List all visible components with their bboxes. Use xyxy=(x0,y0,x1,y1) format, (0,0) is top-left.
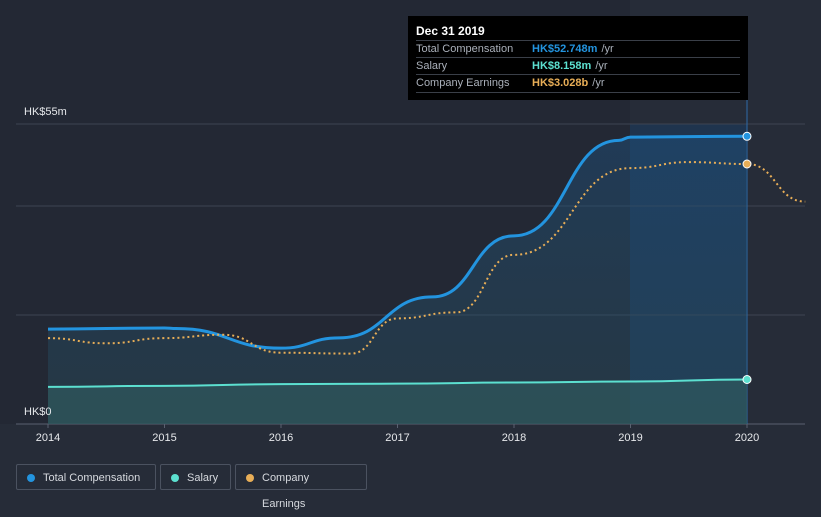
legend-label: Company Earnings xyxy=(262,472,310,510)
total-compensation-area xyxy=(48,136,747,424)
company-earnings-line xyxy=(47,161,806,355)
tooltip-value: HK$8.158m xyxy=(532,60,592,72)
salary-point xyxy=(742,375,752,385)
tooltip-label: Total Compensation xyxy=(416,43,514,55)
x-tick-label: 2014 xyxy=(36,432,60,444)
y-label-bottom: HK$0 xyxy=(24,406,52,418)
x-tick-label: 2020 xyxy=(735,432,759,444)
tooltip-value: HK$52.748m xyxy=(532,43,598,55)
legend-label: Total Compensation xyxy=(43,472,141,484)
tooltip-value: HK$3.028b xyxy=(532,77,589,89)
salary-line xyxy=(47,378,748,388)
tooltip-date: Dec 31 2019 xyxy=(416,24,485,38)
tooltip-row-earnings: Company Earnings HK$3.028b/yr xyxy=(416,74,740,93)
x-tick-label: 2015 xyxy=(152,432,176,444)
legend-salary[interactable]: Salary xyxy=(160,464,231,490)
legend-label: Salary xyxy=(187,472,219,484)
tooltip-unit: /yr xyxy=(592,77,605,89)
tooltip-label: Salary xyxy=(416,60,448,72)
tooltip-label: Company Earnings xyxy=(416,77,510,89)
x-tick-label: 2017 xyxy=(385,432,409,444)
total-compensation-line xyxy=(47,134,748,350)
y-label-top: HK$55m xyxy=(24,106,67,118)
salary-area xyxy=(48,379,747,424)
x-tick-label: 2018 xyxy=(502,432,526,444)
dot-icon xyxy=(246,474,254,482)
company-earnings-point xyxy=(742,159,752,169)
tooltip-unit: /yr xyxy=(601,43,614,55)
tooltip-row-total: Total Compensation HK$52.748m/yr xyxy=(416,40,740,58)
tooltip-row-salary: Salary HK$8.158m/yr xyxy=(416,57,740,75)
dot-icon xyxy=(171,474,179,482)
tooltip: Dec 31 2019 Total Compensation HK$52.748m… xyxy=(408,16,748,100)
legend-company-earnings[interactable]: Company Earnings xyxy=(235,464,367,510)
tooltip-unit: /yr xyxy=(595,60,608,72)
total-compensation-point xyxy=(742,131,752,141)
legend-total-compensation[interactable]: Total Compensation xyxy=(16,464,156,490)
x-tick-label: 2019 xyxy=(618,432,642,444)
x-tick-label: 2016 xyxy=(269,432,293,444)
dot-icon xyxy=(27,474,35,482)
